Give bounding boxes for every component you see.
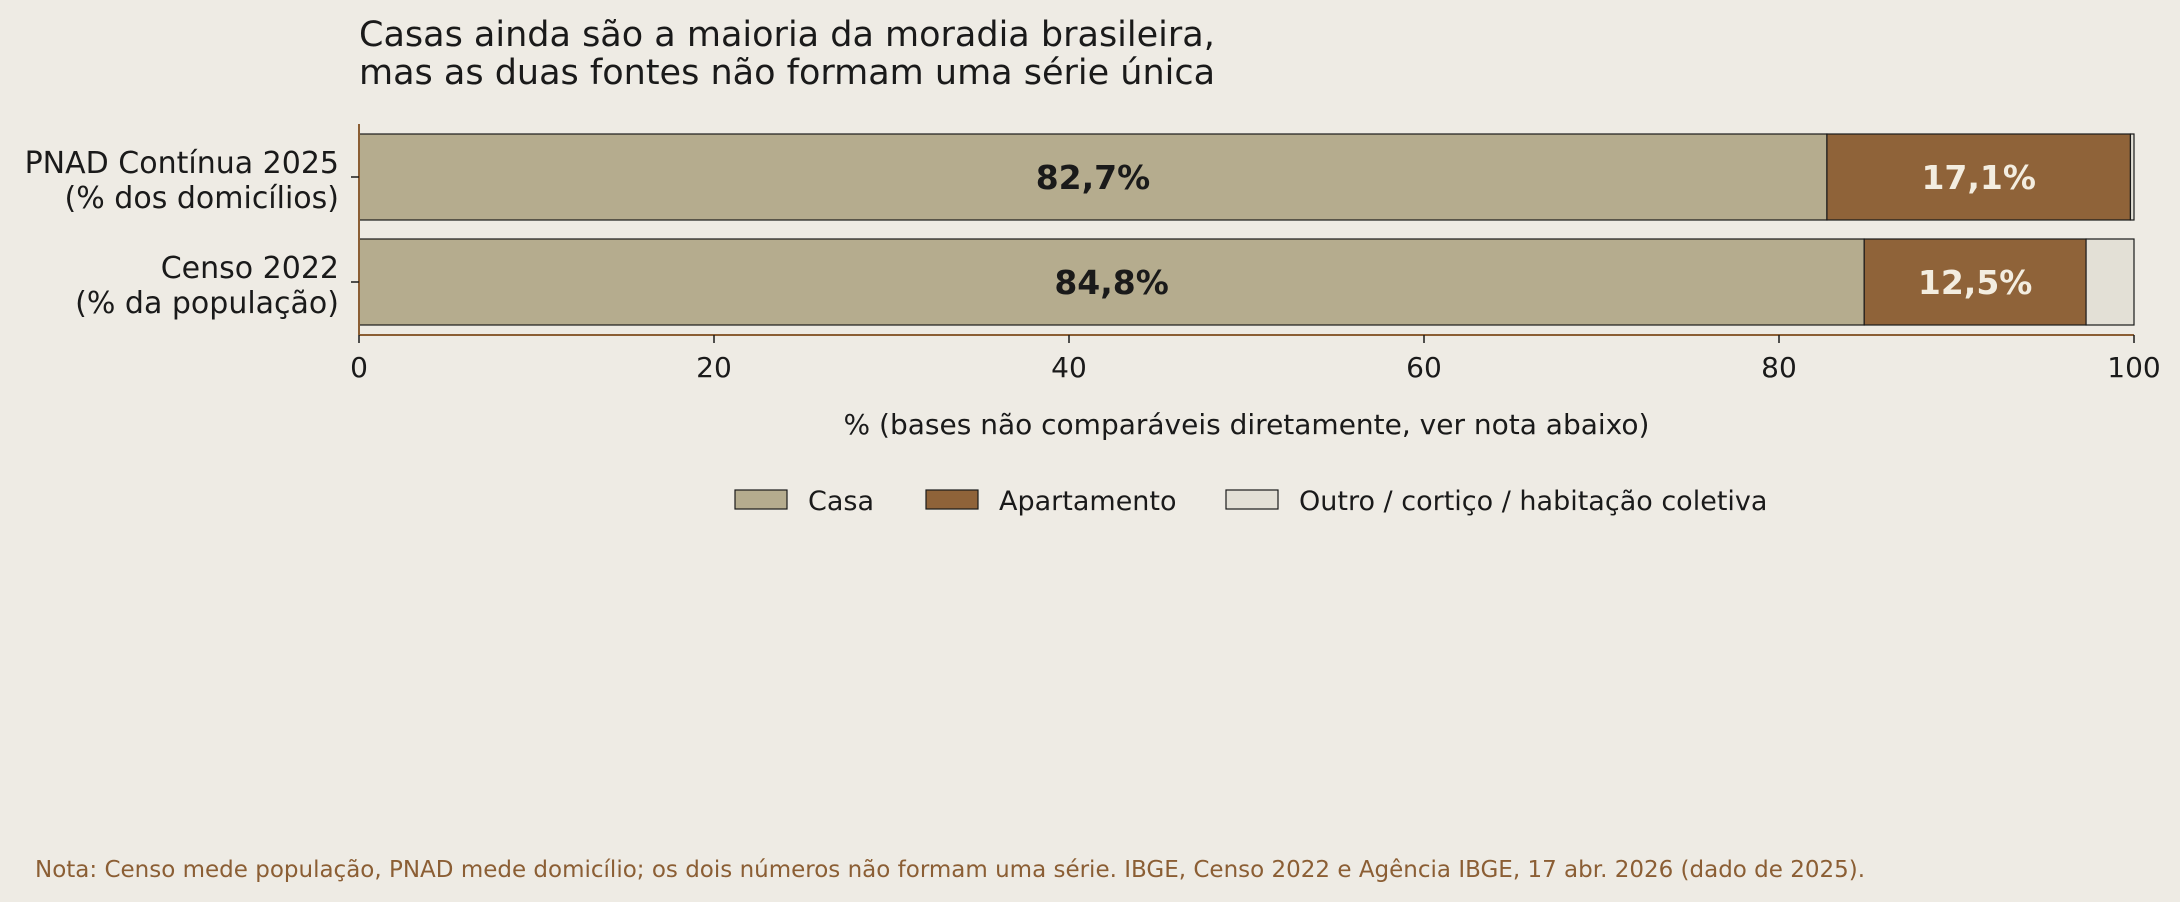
x-axis: 0 20 40 60 80 100 % (bases não comparáveis dir… bbox=[350, 124, 2161, 441]
legend-swatch bbox=[1225, 489, 1279, 510]
category-label: (% dos domicílios) bbox=[65, 181, 339, 216]
legend-swatch bbox=[925, 489, 979, 510]
x-tick-label: 40 bbox=[1051, 351, 1087, 384]
category-label: Censo 2022 bbox=[161, 251, 339, 286]
bar-segment bbox=[1863, 238, 2087, 326]
legend-label: Apartamento bbox=[999, 486, 1177, 517]
x-tick-label: 100 bbox=[2107, 351, 2160, 384]
data-label: 12,5% bbox=[1918, 263, 2033, 302]
chart-title-line: Casas ainda são a maioria da moradia bra… bbox=[359, 15, 1215, 55]
chart-title-line: mas as duas fontes não formam uma série … bbox=[359, 53, 1215, 93]
legend-label: Casa bbox=[808, 486, 874, 517]
legend-swatch bbox=[734, 489, 788, 510]
bars: 82,7% 17,1% 84,8% 12,5% bbox=[358, 133, 2135, 326]
bar-segment bbox=[2129, 133, 2135, 221]
category-label: PNAD Contínua 2025 bbox=[25, 146, 339, 181]
legend: Casa Apartamento Outro / cortiço / habitaç… bbox=[734, 486, 1767, 517]
x-tick-label: 80 bbox=[1761, 351, 1797, 384]
category-label: (% da população) bbox=[75, 286, 339, 321]
footnote: Nota: Censo mede população, PNAD mede do… bbox=[35, 857, 1865, 883]
x-tick-label: 60 bbox=[1406, 351, 1442, 384]
data-label: 82,7% bbox=[1036, 158, 1151, 197]
bar-segment bbox=[1826, 133, 2132, 221]
data-label: 84,8% bbox=[1054, 263, 1169, 302]
bar-segment bbox=[358, 133, 1828, 221]
legend-label: Outro / cortiço / habitação coletiva bbox=[1299, 486, 1767, 517]
x-tick-label: 0 bbox=[350, 351, 368, 384]
data-label: 17,1% bbox=[1921, 158, 2036, 197]
y-axis-categories: PNAD Contínua 2025(% dos domicílios) Cens… bbox=[25, 146, 359, 321]
x-axis-label: % (bases não comparáveis diretamente, ve… bbox=[844, 408, 1650, 441]
x-tick-label: 20 bbox=[696, 351, 732, 384]
chart-title: Casas ainda são a maioria da moradia bra… bbox=[359, 15, 1215, 93]
bar-segment bbox=[2085, 238, 2135, 326]
bar-segment bbox=[358, 238, 1865, 326]
